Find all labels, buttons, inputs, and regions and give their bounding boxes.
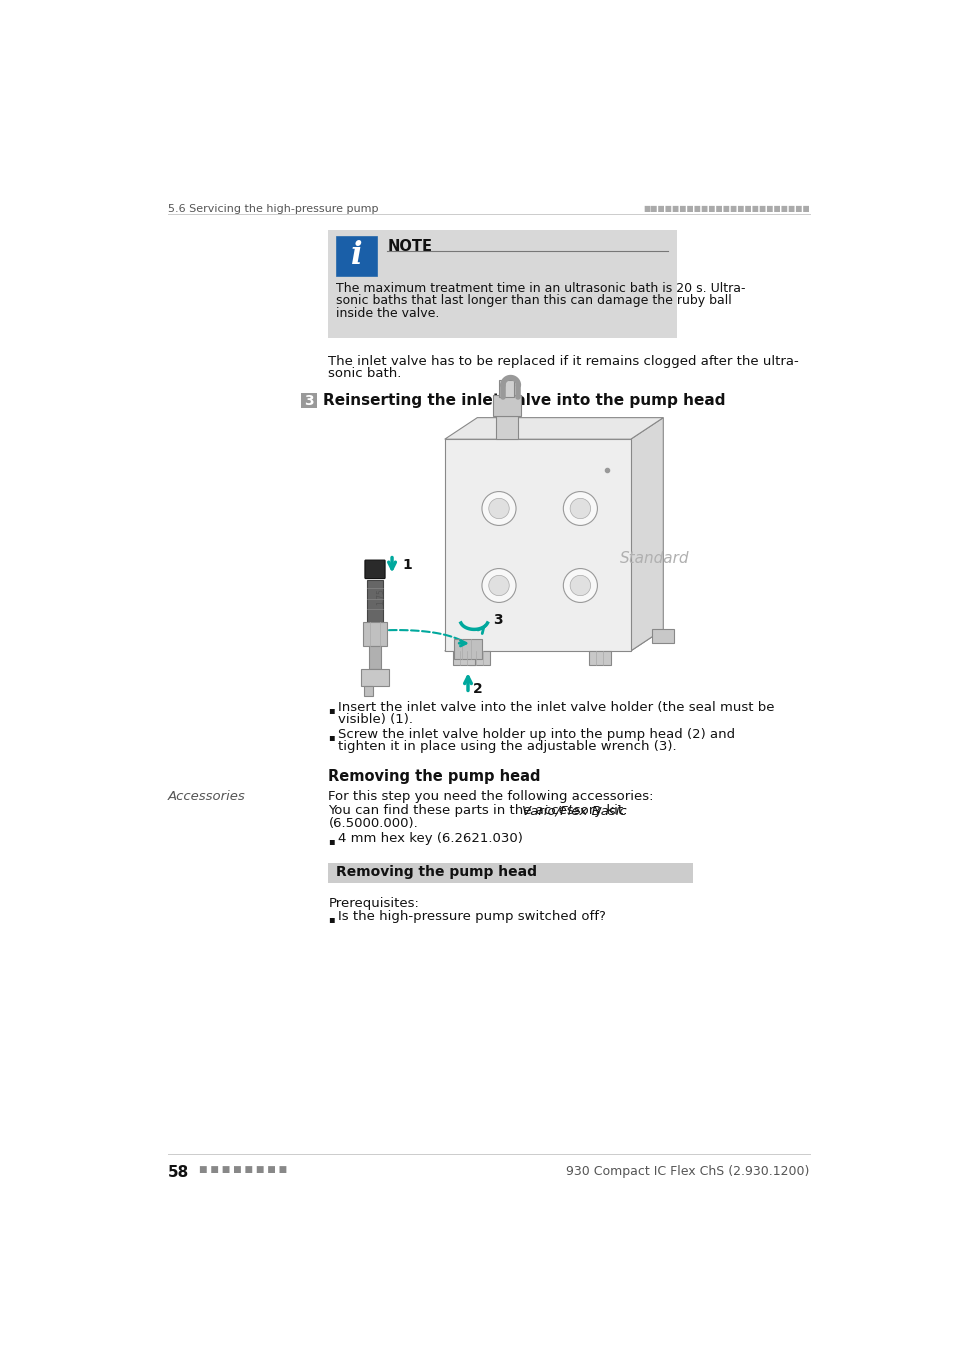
FancyBboxPatch shape xyxy=(444,439,630,651)
Polygon shape xyxy=(444,417,662,439)
Text: Insert the inlet valve into the inlet valve holder (the seal must be: Insert the inlet valve into the inlet va… xyxy=(337,701,774,714)
Circle shape xyxy=(488,498,509,518)
Text: NOTE: NOTE xyxy=(387,239,432,254)
Polygon shape xyxy=(444,629,662,651)
Text: 3: 3 xyxy=(304,394,314,408)
FancyBboxPatch shape xyxy=(453,651,475,664)
Text: sonic bath.: sonic bath. xyxy=(328,367,401,379)
Text: Removing the pump head: Removing the pump head xyxy=(328,768,540,784)
Text: ■■■■■■■■■■■■■■■■■■■■■■■: ■■■■■■■■■■■■■■■■■■■■■■■ xyxy=(642,204,809,213)
Circle shape xyxy=(481,491,516,525)
Text: 1.75: 1.75 xyxy=(376,589,385,606)
FancyBboxPatch shape xyxy=(498,379,514,397)
FancyBboxPatch shape xyxy=(454,639,481,659)
Text: Vario/Flex Basic: Vario/Flex Basic xyxy=(521,805,625,817)
FancyBboxPatch shape xyxy=(328,863,692,883)
FancyBboxPatch shape xyxy=(493,394,520,416)
Text: ▪: ▪ xyxy=(328,914,335,925)
Text: ▪: ▪ xyxy=(328,732,335,741)
Polygon shape xyxy=(630,417,662,651)
FancyBboxPatch shape xyxy=(301,393,316,409)
Circle shape xyxy=(488,575,509,595)
Circle shape xyxy=(481,568,516,602)
Text: tighten it in place using the adjustable wrench (3).: tighten it in place using the adjustable… xyxy=(337,740,676,753)
Circle shape xyxy=(562,568,597,602)
Text: 5.6 Servicing the high-pressure pump: 5.6 Servicing the high-pressure pump xyxy=(168,204,378,215)
Text: Removing the pump head: Removing the pump head xyxy=(335,865,537,879)
Text: i: i xyxy=(350,240,362,271)
FancyBboxPatch shape xyxy=(652,629,674,643)
Text: Screw the inlet valve holder up into the pump head (2) and: Screw the inlet valve holder up into the… xyxy=(337,728,734,741)
Text: sonic baths that last longer than this can damage the ruby ball: sonic baths that last longer than this c… xyxy=(335,294,731,308)
Text: The inlet valve has to be replaced if it remains clogged after the ultra-: The inlet valve has to be replaced if it… xyxy=(328,355,799,367)
Text: (6.5000.000).: (6.5000.000). xyxy=(328,817,417,829)
FancyBboxPatch shape xyxy=(364,686,373,697)
Text: Is the high-pressure pump switched off?: Is the high-pressure pump switched off? xyxy=(337,910,605,923)
Text: You can find these parts in the accessory kit:: You can find these parts in the accessor… xyxy=(328,805,632,817)
Circle shape xyxy=(562,491,597,525)
FancyBboxPatch shape xyxy=(367,580,382,622)
FancyBboxPatch shape xyxy=(496,416,517,439)
Text: For this step you need the following accessories:: For this step you need the following acc… xyxy=(328,790,654,803)
FancyBboxPatch shape xyxy=(369,645,381,668)
Text: Prerequisites:: Prerequisites: xyxy=(328,896,419,910)
Text: ▪: ▪ xyxy=(328,836,335,845)
FancyBboxPatch shape xyxy=(588,651,610,664)
FancyBboxPatch shape xyxy=(365,560,385,579)
FancyBboxPatch shape xyxy=(360,668,389,686)
FancyBboxPatch shape xyxy=(362,622,387,645)
FancyBboxPatch shape xyxy=(328,230,677,338)
Text: visible) (1).: visible) (1). xyxy=(337,713,413,726)
FancyBboxPatch shape xyxy=(468,651,490,664)
Text: 3: 3 xyxy=(493,613,502,628)
Text: 58: 58 xyxy=(168,1165,189,1180)
Text: inside the valve.: inside the valve. xyxy=(335,306,439,320)
Text: 2: 2 xyxy=(472,683,482,697)
Text: ■ ■ ■ ■ ■ ■ ■ ■: ■ ■ ■ ■ ■ ■ ■ ■ xyxy=(199,1165,287,1173)
Text: Reinserting the inlet valve into the pump head: Reinserting the inlet valve into the pum… xyxy=(323,393,725,408)
Text: ▪: ▪ xyxy=(328,705,335,716)
Text: Standard: Standard xyxy=(619,551,689,566)
FancyBboxPatch shape xyxy=(335,236,376,275)
Text: 4 mm hex key (6.2621.030): 4 mm hex key (6.2621.030) xyxy=(337,832,522,845)
Text: Accessories: Accessories xyxy=(168,790,246,803)
Text: The maximum treatment time in an ultrasonic bath is 20 s. Ultra-: The maximum treatment time in an ultraso… xyxy=(335,282,745,296)
Circle shape xyxy=(570,498,590,518)
Circle shape xyxy=(570,575,590,595)
Text: 1: 1 xyxy=(402,558,412,571)
Text: 930 Compact IC Flex ChS (2.930.1200): 930 Compact IC Flex ChS (2.930.1200) xyxy=(566,1165,809,1179)
